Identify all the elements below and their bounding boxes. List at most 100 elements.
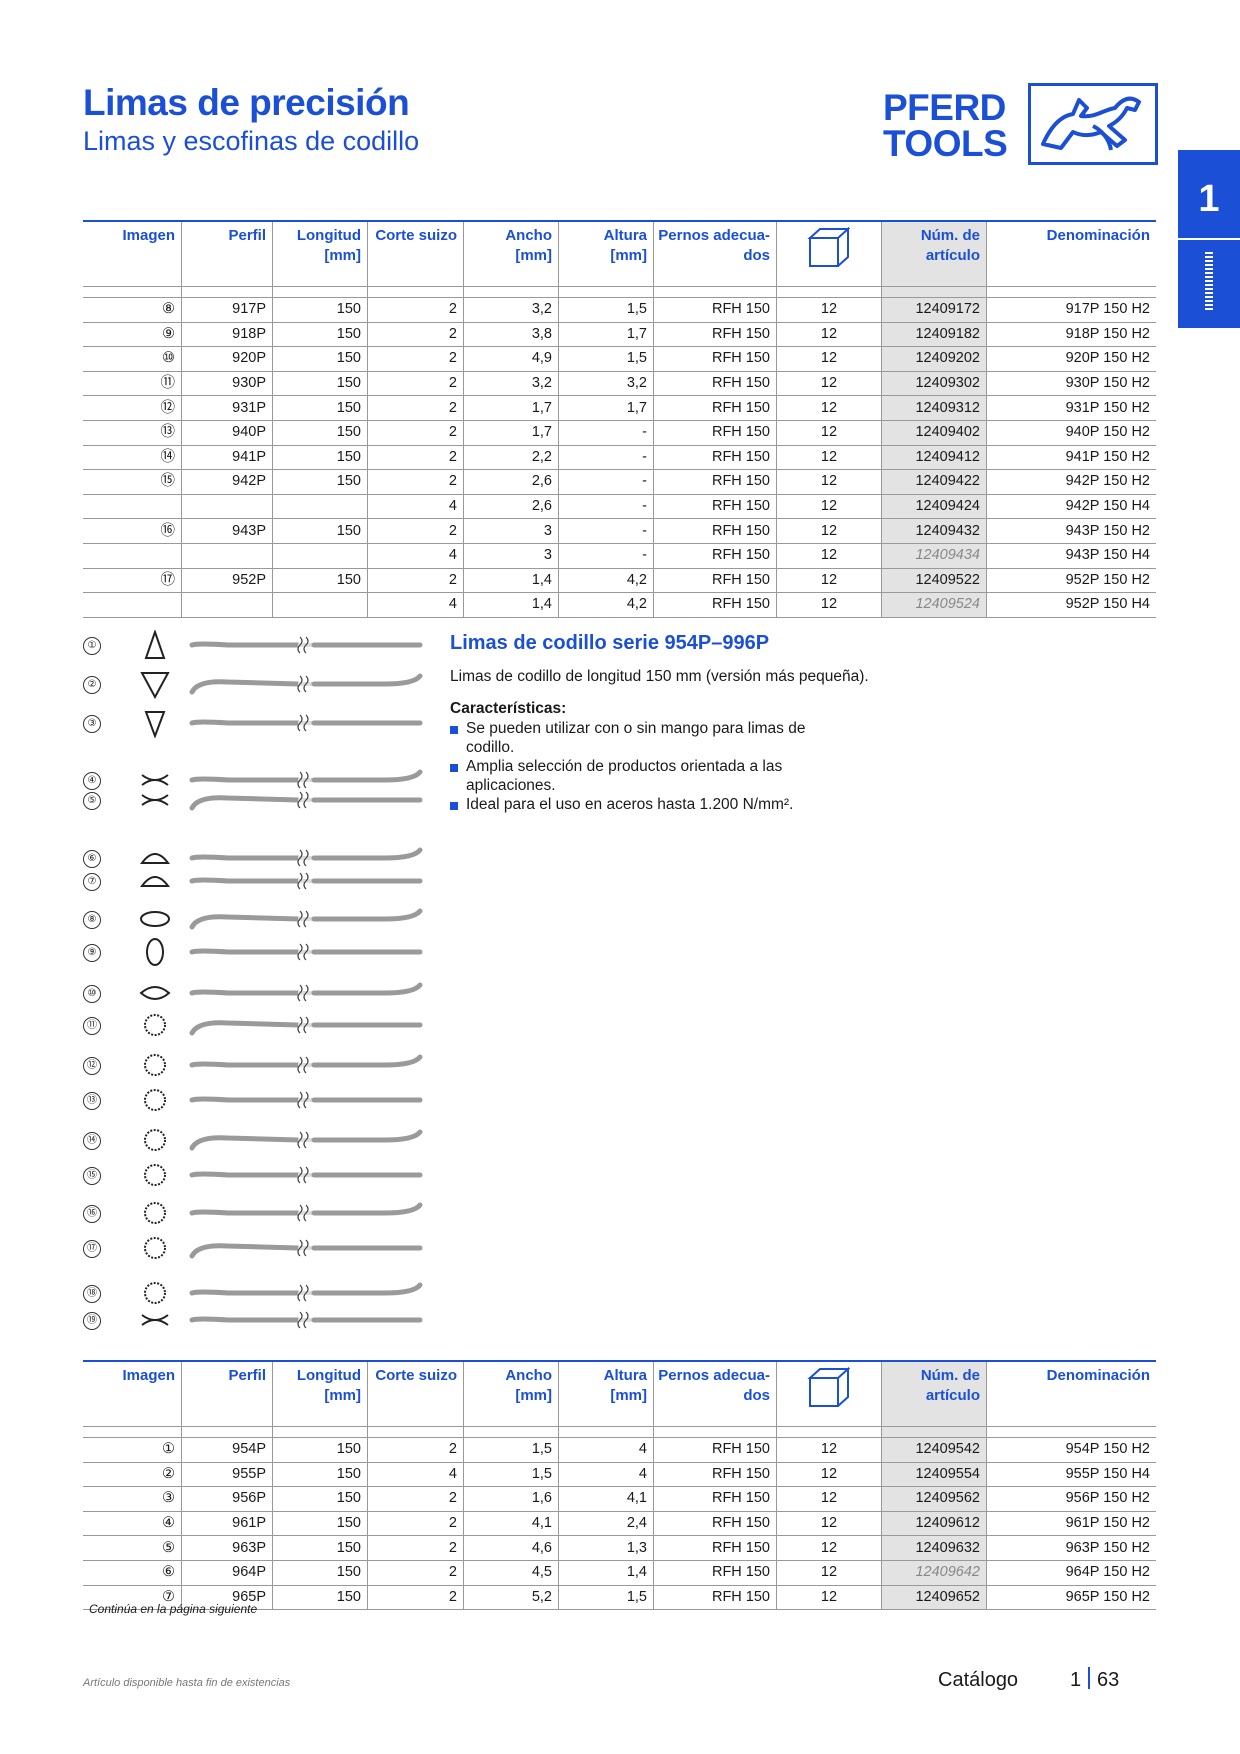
cell-ancho: 3,2 <box>463 370 559 396</box>
cell-den: 964P 150 H2 <box>986 1559 1156 1586</box>
table-row: ① 954P 150 2 1,5 4 RFH 150 12 12409542 954P 150 H… <box>83 1437 1156 1463</box>
table-row: ⑭ 941P 150 2 2,2- RFH 150 12 12409412 941P 150 H… <box>83 444 1156 470</box>
profile-shape-icon <box>138 1160 172 1190</box>
table-row: ⑮ 942P 150 2 2,6- RFH 150 12 12409422 942P 150 H… <box>83 469 1156 495</box>
cell-pernos: RFH 150 <box>653 419 777 446</box>
cell-img <box>83 542 182 569</box>
cell-den: 954P 150 H2 <box>986 1437 1156 1463</box>
product-table-1: Imagen Perfil Longitud [mm] Corte suizo A… <box>83 220 1156 618</box>
cell-pkg: 12 <box>776 1437 882 1463</box>
table-row: 4 1,4 4,2 RFH 150 12 12409524 952P 150 H4 <box>83 592 1156 618</box>
cell-corte: 2 <box>367 395 464 421</box>
cell-img <box>83 592 182 618</box>
cell-long: 150 <box>272 419 368 446</box>
cell-corte: 2 <box>367 518 464 544</box>
cell-corte: 2 <box>367 567 464 593</box>
cell-ancho: 1,7 <box>463 419 559 446</box>
profile-shape-icon <box>138 1198 172 1228</box>
cell-den: 961P 150 H2 <box>986 1510 1156 1536</box>
file-icon <box>1205 252 1213 312</box>
table-row: ⑰ 952P 150 2 1,4 4,2 RFH 150 12 12409522 952P 150… <box>83 567 1156 593</box>
profile-shape-icon <box>138 866 172 896</box>
cell-perfil: 963P <box>181 1535 273 1561</box>
cell-pkg: 12 <box>776 1461 882 1487</box>
table-header-row: Imagen Perfil Longitud [mm] Corte suizo A… <box>83 220 1156 287</box>
cell-perfil: 940P <box>181 419 273 446</box>
col-pernos: Pernos adecua-dos <box>653 220 777 287</box>
cell-long: 150 <box>272 1486 368 1512</box>
needle-file-icon <box>188 1013 424 1037</box>
cell-img: ③ <box>83 1486 182 1512</box>
cell-altura: - <box>558 493 654 519</box>
table-row: ⑩ 920P 150 2 4,9 1,5 RFH 150 12 12409202 920P 150… <box>83 346 1156 372</box>
cell-perfil: 917P <box>181 297 273 323</box>
feature-item: Ideal para el uso en aceros hasta 1.200 … <box>450 795 810 814</box>
cell-pkg: 12 <box>776 419 882 446</box>
cell-den: 956P 150 H2 <box>986 1486 1156 1512</box>
cell-long: 150 <box>272 1584 368 1611</box>
needle-file-icon <box>188 788 424 812</box>
cell-img: ⑫ <box>83 395 182 421</box>
profile-shape-icon <box>138 937 172 967</box>
table-row: ⑪ 930P 150 2 3,2 3,2 RFH 150 12 12409302 930P 150… <box>83 370 1156 396</box>
cell-img: ⑨ <box>83 321 182 347</box>
cell-long: 150 <box>272 395 368 421</box>
features-list: Se pueden utilizar con o sin mango para … <box>450 719 810 814</box>
cell-altura: 1,5 <box>558 1584 654 1611</box>
figure-number: ⑦ <box>83 873 101 891</box>
cell-perfil: 955P <box>181 1461 273 1487</box>
table-row: ③ 956P 150 2 1,6 4,1 RFH 150 12 12409562 956P 150… <box>83 1486 1156 1512</box>
cell-den: 952P 150 H4 <box>986 592 1156 618</box>
profile-shape-icon <box>138 1305 172 1335</box>
cell-img: ⑤ <box>83 1535 182 1561</box>
cell-pernos: RFH 150 <box>653 1584 777 1611</box>
figure-number: ⑧ <box>83 911 101 929</box>
cell-altura: 1,4 <box>558 1559 654 1586</box>
cell-img: ⑯ <box>83 518 182 544</box>
cell-altura: 1,7 <box>558 321 654 347</box>
needle-file-icon <box>188 981 424 1005</box>
figure-number: ⑭ <box>83 1132 101 1150</box>
cell-perfil: 961P <box>181 1510 273 1536</box>
needle-file-icon <box>188 1236 424 1260</box>
cell-long: 150 <box>272 1437 368 1463</box>
cell-art: 12409202 <box>881 346 987 372</box>
feature-item: Se pueden utilizar con o sin mango para … <box>450 719 810 757</box>
figure-number: ⑰ <box>83 1240 101 1258</box>
profile-shape-icon <box>138 765 172 795</box>
needle-file-icon <box>188 846 424 870</box>
cell-pernos: RFH 150 <box>653 567 777 593</box>
cell-ancho: 3 <box>463 542 559 569</box>
profile-shape-icon <box>138 1050 172 1080</box>
cell-altura: - <box>558 542 654 569</box>
cell-altura: - <box>558 518 654 544</box>
cell-ancho: 1,4 <box>463 592 559 618</box>
cell-ancho: 4,9 <box>463 346 559 372</box>
col-imagen: Imagen <box>83 1360 182 1427</box>
table-row: ⑨ 918P 150 2 3,8 1,7 RFH 150 12 12409182 918P 150… <box>83 321 1156 347</box>
cell-altura: 1,5 <box>558 346 654 372</box>
cell-perfil: 942P <box>181 469 273 495</box>
cell-altura: 4 <box>558 1461 654 1487</box>
table-row: ④ 961P 150 2 4,1 2,4 RFH 150 12 12409612 961P 150… <box>83 1510 1156 1536</box>
profile-shape-icon <box>138 708 172 739</box>
cell-perfil: 952P <box>181 567 273 593</box>
cell-art: 12409434 <box>881 542 987 569</box>
profile-shape-icon <box>138 669 172 700</box>
needle-file-icon <box>188 1053 424 1077</box>
cell-art: 12409652 <box>881 1584 987 1611</box>
footer-catalog: Catálogo <box>938 1669 1019 1691</box>
col-ancho: Ancho [mm] <box>463 1360 559 1427</box>
needle-file-icon <box>188 1308 424 1332</box>
page-subtitle: Limas y escofinas de codillo <box>83 126 420 156</box>
cell-img: ⑪ <box>83 370 182 396</box>
profile-shape-icon <box>138 1010 172 1040</box>
cell-altura: 1,5 <box>558 297 654 323</box>
features-heading: Características: <box>450 700 567 717</box>
cell-img: ⑧ <box>83 297 182 323</box>
cell-perfil <box>181 592 273 618</box>
cell-corte: 2 <box>367 1535 464 1561</box>
cell-pkg: 12 <box>776 542 882 569</box>
col-denominacion: Denominación <box>986 220 1156 287</box>
cell-perfil <box>181 493 273 519</box>
